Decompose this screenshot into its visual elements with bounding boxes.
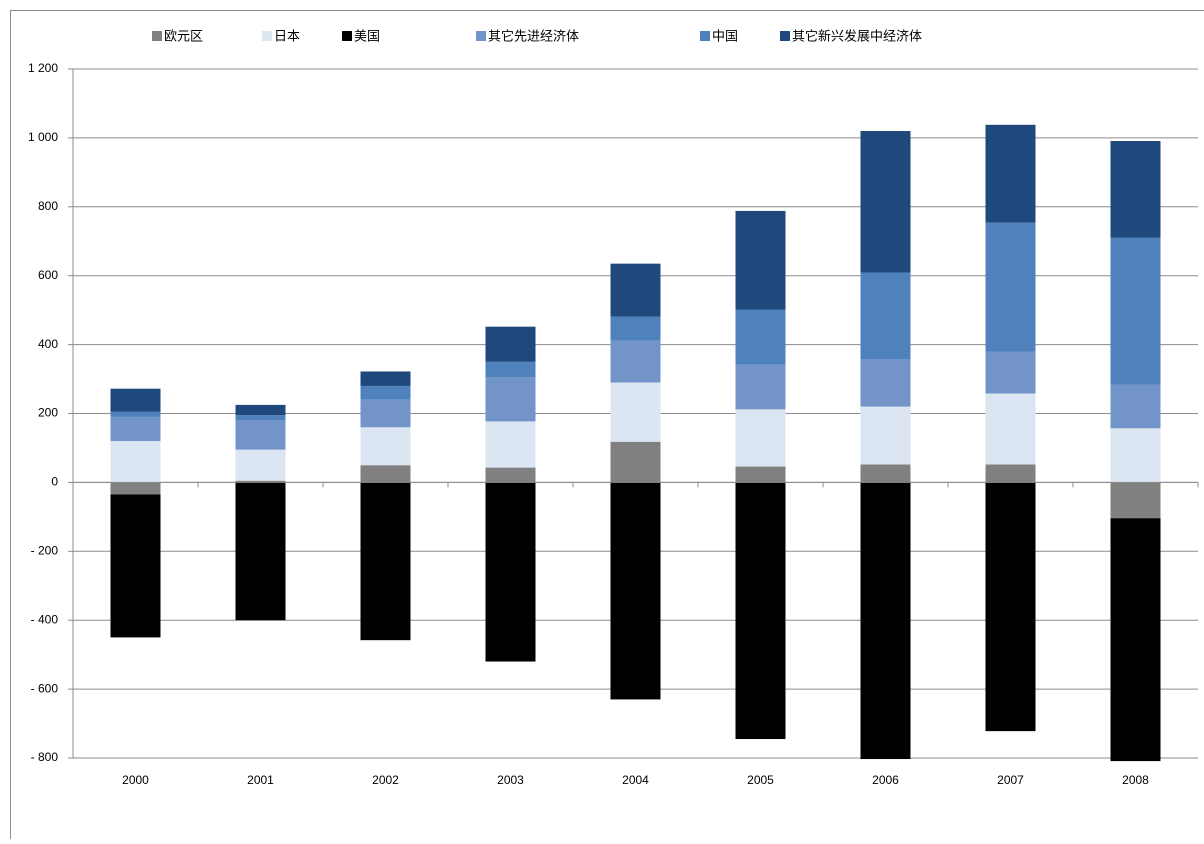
bar-segment: [361, 386, 411, 400]
y-tick-label: 800: [38, 199, 58, 213]
bar-segment: [611, 382, 661, 441]
bar-segment: [861, 273, 911, 360]
bar-segment: [361, 371, 411, 385]
bar-segment: [1111, 428, 1161, 482]
bar-segment: [236, 450, 286, 481]
bar-segment: [736, 467, 786, 483]
x-tick-label: 2006: [872, 773, 899, 787]
legend-swatch: [780, 31, 790, 41]
x-tick-label: 2002: [372, 773, 399, 787]
bar-segment: [986, 482, 1036, 731]
bar-segment: [736, 310, 786, 365]
legend-label: 中国: [712, 30, 738, 45]
bar-segment: [111, 494, 161, 637]
bar-segment: [1111, 385, 1161, 429]
bar-segment: [861, 482, 911, 759]
bar-segment: [986, 394, 1036, 465]
bar-segment: [611, 317, 661, 341]
bar-segment: [861, 464, 911, 482]
bar-segment: [111, 389, 161, 412]
bar-segment: [111, 482, 161, 494]
bar-segment: [361, 400, 411, 428]
bar-segment: [486, 327, 536, 362]
y-tick-label: 200: [38, 406, 58, 420]
bar-segment: [861, 407, 911, 465]
bar-segment: [986, 223, 1036, 352]
y-tick-label: - 400: [31, 612, 59, 626]
bar-segment: [236, 420, 286, 449]
x-tick-label: 2003: [497, 773, 524, 787]
y-tick-label: - 600: [31, 681, 59, 695]
x-tick-label: 2008: [1122, 773, 1149, 787]
x-tick-label: 2007: [997, 773, 1024, 787]
bar-segment: [736, 409, 786, 466]
bar-segment: [361, 465, 411, 482]
legend-swatch: [476, 31, 486, 41]
bar-segment: [361, 427, 411, 465]
bar-segment: [111, 412, 161, 417]
legend-swatch: [342, 31, 352, 41]
bar-segment: [736, 211, 786, 310]
y-tick-label: 1 200: [28, 61, 58, 75]
bar-segment: [486, 362, 536, 378]
bar-segment: [986, 351, 1036, 393]
bar-segment: [486, 377, 536, 421]
bar-segment: [861, 131, 911, 273]
bar-segment: [486, 468, 536, 483]
bar-segment: [111, 417, 161, 441]
legend-label: 美国: [354, 30, 380, 45]
bar-segment: [1111, 238, 1161, 385]
legend-label: 其它新兴发展中经济体: [792, 29, 922, 45]
legend-label: 欧元区: [164, 30, 203, 45]
bar-segment: [1111, 518, 1161, 761]
bar-segment: [611, 264, 661, 317]
bar-segment: [986, 125, 1036, 223]
x-tick-label: 2005: [747, 773, 774, 787]
bar-segment: [1111, 482, 1161, 518]
bar-segment: [236, 405, 286, 415]
bar-segment: [486, 421, 536, 467]
x-tick-label: 2000: [122, 773, 149, 787]
bar-segment: [236, 482, 286, 620]
legend-swatch: [700, 31, 710, 41]
y-tick-label: 600: [38, 268, 58, 282]
bar-segment: [611, 482, 661, 699]
bar-segment: [611, 340, 661, 382]
legend-label: 日本: [274, 30, 300, 45]
legend-swatch: [262, 31, 272, 41]
bar-segment: [736, 365, 786, 410]
y-tick-label: - 200: [31, 543, 59, 557]
x-tick-label: 2004: [622, 773, 649, 787]
y-tick-label: 0: [51, 475, 58, 489]
bar-segment: [986, 464, 1036, 482]
x-tick-label: 2001: [247, 773, 274, 787]
y-tick-label: - 800: [31, 750, 59, 764]
bar-segment: [736, 482, 786, 739]
y-tick-label: 1 000: [28, 130, 58, 144]
bar-segment: [861, 359, 911, 406]
bar-segment: [111, 441, 161, 482]
y-tick-label: 400: [38, 337, 58, 351]
bar-segment: [236, 415, 286, 420]
legend: 欧元区 日本 美国 其它先进经济体 中国 其它新兴发展中经济体: [152, 29, 922, 45]
legend-swatch: [152, 31, 162, 41]
bar-segment: [1111, 141, 1161, 238]
legend-label: 其它先进经济体: [488, 29, 579, 45]
bar-segment: [361, 482, 411, 640]
bar-segment: [486, 482, 536, 661]
bar-segment: [611, 442, 661, 483]
